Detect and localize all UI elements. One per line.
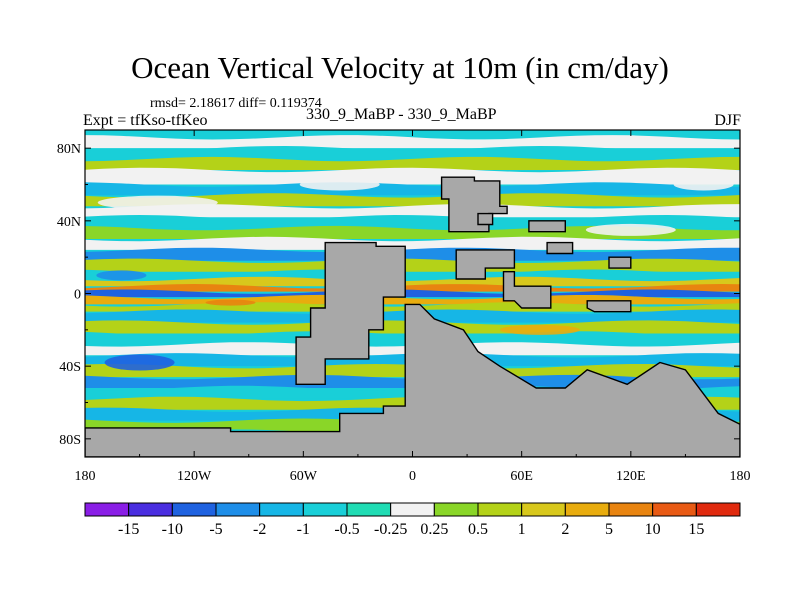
land-polygon	[477, 212, 494, 226]
colorbar-swatch	[564, 502, 610, 517]
field-band	[85, 156, 740, 170]
colorbar-swatch	[346, 502, 392, 517]
land-polygon	[608, 256, 632, 269]
field-band	[85, 135, 740, 149]
map-frame	[85, 130, 740, 457]
colorbar-label: -15	[118, 521, 139, 538]
colorbar-swatch	[215, 502, 261, 517]
colorbar: -15 -10 -5 -2 -1 -0.5 -0.25 0.25 0.5 1 2 5 10 15	[84, 502, 741, 538]
x-tick-label: 0	[409, 469, 416, 484]
colorbar-swatch	[477, 502, 523, 517]
colorbar-label: 0.5	[468, 521, 488, 538]
colorbar-label: -10	[162, 521, 183, 538]
land-polygon	[586, 300, 632, 313]
x-tick-label: 120E	[616, 469, 646, 484]
colorbar-swatch	[608, 502, 654, 517]
field-band	[85, 225, 740, 239]
case-label: 330_9_MaBP - 330_9_MaBP	[306, 106, 497, 123]
field-patch	[499, 324, 580, 335]
field-patch	[104, 354, 175, 371]
field-band	[85, 236, 740, 250]
colorbar-swatch	[695, 502, 741, 517]
y-tick-label: 80N	[57, 142, 81, 157]
field-band	[85, 146, 740, 160]
field-band	[85, 247, 740, 261]
land-polygon	[295, 241, 406, 385]
land-polygon	[502, 271, 552, 309]
colorbar-label: 1	[518, 521, 526, 538]
colorbar-swatch	[84, 502, 130, 517]
colorbar-swatch	[128, 502, 173, 517]
field-patch	[299, 178, 380, 191]
colorbar-label: -0.25	[374, 521, 407, 538]
y-tick-label: 0	[74, 288, 81, 303]
experiment-label: Expt = tfKso-tfKeo	[83, 112, 208, 129]
colorbar-swatch	[652, 502, 697, 517]
colorbar-label: 10	[645, 521, 661, 538]
field-patch	[585, 223, 676, 236]
x-tick-label: 60E	[510, 469, 533, 484]
colorbar-swatch	[521, 502, 566, 517]
field-band	[85, 167, 740, 185]
colorbar-label: 0.25	[420, 521, 448, 538]
axis-ticks: 80N 40N 0 40S 80S 180 120W 60W 0 60E 120E 180	[57, 130, 751, 484]
field-patch	[96, 270, 147, 281]
field-band	[85, 193, 740, 207]
colorbar-swatch	[171, 502, 217, 517]
y-tick-label: 40S	[59, 360, 81, 375]
land-polygon	[455, 249, 516, 280]
land-mask	[85, 176, 740, 457]
land-polygon	[528, 220, 566, 233]
field-patch	[673, 178, 734, 191]
colorbar-swatch	[302, 502, 348, 517]
colorbar-label: 15	[688, 521, 704, 538]
x-tick-label: 180	[730, 469, 751, 484]
land-polygon	[440, 176, 508, 233]
field-band	[85, 284, 740, 292]
colorbar-label: -5	[209, 521, 222, 538]
x-tick-label: 60W	[290, 469, 318, 484]
field-band	[85, 276, 740, 287]
colorbar-label: -0.5	[334, 521, 359, 538]
y-tick-label: 40N	[57, 215, 81, 230]
colorbar-label: 2	[561, 521, 569, 538]
colorbar-label: -2	[253, 521, 266, 538]
field-band	[85, 182, 740, 196]
field-patch	[97, 195, 218, 210]
field-band	[85, 204, 740, 218]
colorbar-swatch	[433, 502, 479, 517]
season-label: DJF	[714, 112, 741, 129]
land-polygon	[85, 303, 740, 457]
colorbar-label: -1	[297, 521, 310, 538]
x-tick-label: 180	[75, 469, 96, 484]
x-tick-label: 120W	[177, 469, 212, 484]
field-band	[85, 258, 740, 272]
colorbar-label: 5	[605, 521, 613, 538]
field-patch	[205, 299, 256, 306]
plot-title: Ocean Vertical Velocity at 10m (in cm/da…	[131, 50, 669, 85]
field-band	[85, 215, 740, 229]
land-polygon	[546, 241, 574, 255]
rmsd-diff-stats: rmsd= 2.18617 diff= 0.119374	[150, 96, 322, 111]
field-band	[85, 269, 740, 279]
y-tick-label: 80S	[59, 433, 81, 448]
colorbar-swatch	[390, 502, 435, 517]
colorbar-swatch	[259, 502, 304, 517]
